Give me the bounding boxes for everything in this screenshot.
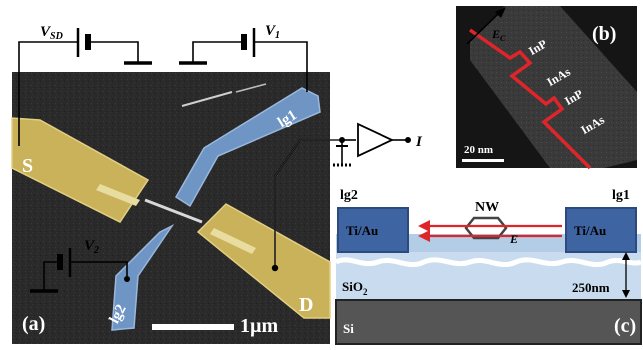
nanowire-sem [144, 198, 203, 224]
vsd-label: VSD [40, 24, 63, 42]
current-wire-highlight [274, 139, 342, 266]
heterostructure-boundary [468, 28, 592, 170]
scale-bar-b [462, 159, 504, 162]
substrate-label: Si [343, 321, 354, 336]
scale-bar-b-label: 20 nm [464, 144, 493, 156]
right-gate-title: lg1 [612, 188, 630, 203]
v2-wire-right [70, 261, 128, 276]
scale-bar-a [152, 324, 234, 330]
nanowire-tem [470, 6, 637, 168]
right-contact [565, 207, 637, 253]
thickness-label: 250nm [572, 280, 610, 295]
gate-lg1 [174, 87, 321, 208]
field-label: E [509, 232, 518, 246]
left-gate-title: lg2 [340, 188, 358, 203]
amp-output-dot [405, 137, 411, 143]
debris [235, 83, 267, 93]
oxide-top-band [336, 234, 641, 252]
panel-b: EC InP InAs InP InAs (b) 20 nm [456, 6, 637, 170]
drain-contact [196, 203, 331, 319]
oxide-break-wave [334, 257, 643, 268]
v1-wire-right [254, 41, 308, 92]
panel-c-label: (c) [614, 315, 636, 337]
si-substrate [335, 299, 642, 345]
ec-label: EC [491, 27, 506, 43]
panel-b-label: (b) [592, 23, 616, 45]
drain-label: D [299, 294, 313, 316]
debris [181, 91, 233, 107]
growth-arrow-head [495, 7, 506, 18]
v1-wire-left [192, 41, 244, 62]
thickness-arrow-bottom [622, 290, 630, 298]
left-contact-label: Ti/Au [346, 223, 378, 238]
current-label: I [415, 134, 423, 150]
scale-bar-a-label: 1µm [240, 315, 279, 337]
amplifier-icon [357, 122, 395, 158]
vsd-wire-left [18, 41, 78, 146]
drain-probe-dot [271, 264, 279, 272]
current-wire [274, 139, 342, 266]
nanowire-label: NW [475, 200, 499, 215]
vsd-wire-right [88, 41, 139, 62]
field-arrow-head-2 [418, 230, 430, 242]
v2-label: V2 [84, 238, 99, 256]
panel-a: VSD V1 V2 I S D lg1 lg2 (a) [11, 23, 423, 344]
left-contact [337, 207, 409, 253]
field-arrow-head-1 [418, 220, 430, 232]
oxide-label: SiO2 [342, 279, 368, 297]
growth-arrow-line [466, 11, 501, 45]
drain-finger [210, 228, 256, 254]
panel-c: Si (c) lg2 lg1 Ti/Au Ti/Au NW E SiO2 250… [334, 188, 643, 345]
gate-lg2 [111, 224, 175, 331]
v2-probe-dot [124, 276, 130, 282]
gate2-label: lg2 [107, 302, 130, 326]
panel-a-label: (a) [22, 313, 45, 335]
source-finger [96, 184, 140, 206]
thickness-arrow-top [622, 252, 630, 260]
nanowire-hexagon [464, 216, 508, 240]
right-contact-label: Ti/Au [574, 223, 606, 238]
source-label: S [22, 155, 33, 177]
v1-label: V1 [265, 23, 280, 41]
v2-wire-left [43, 261, 60, 290]
